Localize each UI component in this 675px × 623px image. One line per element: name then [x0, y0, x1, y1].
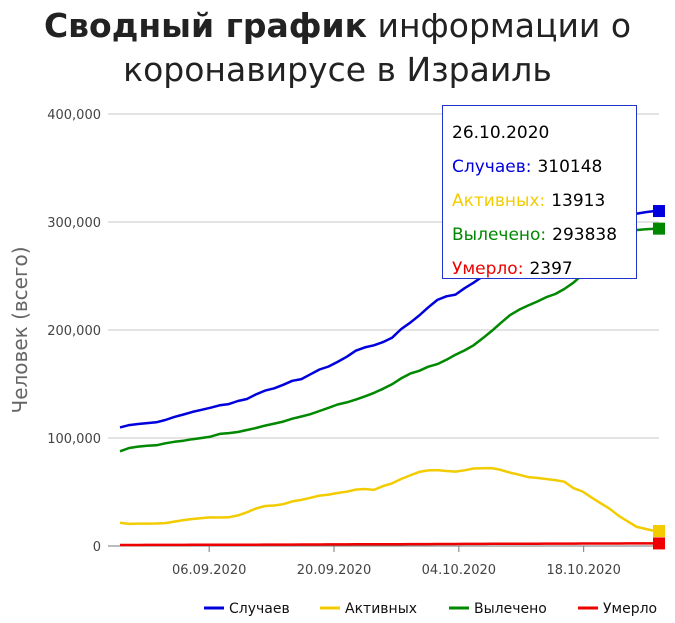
y-axis-ticks: 0 100,000 200,000 300,000 400,000 [47, 108, 101, 555]
y-tick-label: 0 [93, 540, 101, 555]
legend-label: Активных [345, 601, 417, 617]
x-axis-ticks: 06.09.2020 20.09.2020 04.10.2020 18.10.2020 [172, 546, 621, 578]
x-tick-label: 06.09.2020 [172, 563, 246, 578]
series-line-3[interactable] [120, 542, 655, 547]
tooltip-value: 13913 [551, 191, 606, 211]
series-end-marker[interactable] [653, 205, 665, 218]
y-tick-label: 100,000 [47, 432, 101, 447]
tooltip-value: 2397 [529, 259, 573, 279]
legend-label: Случаев [229, 601, 290, 617]
chart-title-rest: информации о коронавирусе в Израиль [123, 6, 632, 89]
tooltip: 26.10.2020 Случаев: 310148 Активных: 13913… [442, 105, 637, 279]
legend-item[interactable]: Умерло [578, 601, 657, 617]
legend-item[interactable]: Активных [320, 601, 417, 617]
y-axis-label: Человек (всего) [8, 246, 32, 413]
tooltip-row-recovered: Вылечено: 293838 [452, 218, 636, 252]
y-tick-label: 200,000 [47, 324, 101, 339]
series-end-marker[interactable] [653, 537, 665, 550]
series-line-2[interactable] [119, 227, 656, 453]
tooltip-value: 293838 [552, 225, 618, 245]
legend-label: Умерло [603, 601, 657, 617]
legend-item[interactable]: Случаев [204, 601, 290, 617]
tooltip-row-cases: Случаев: 310148 [452, 150, 636, 184]
y-tick-label: 300,000 [47, 216, 101, 231]
legend-label: Вылечено [474, 601, 547, 617]
tooltip-label: Активных: [452, 191, 546, 211]
legend[interactable]: Случаев Активных Вылечено Умерло [204, 601, 657, 617]
tooltip-row-active: Активных: 13913 [452, 184, 636, 218]
chart-title-bold: Сводный график [43, 6, 368, 45]
tooltip-label: Случаев: [452, 157, 532, 177]
series-end-marker[interactable] [653, 222, 665, 235]
chart-title: Сводный график информации о коронавирусе… [0, 4, 675, 92]
tooltip-label: Умерло: [452, 259, 524, 279]
x-tick-label: 18.10.2020 [546, 563, 620, 578]
y-tick-label: 400,000 [47, 108, 101, 123]
legend-item[interactable]: Вылечено [449, 601, 547, 617]
tooltip-date: 26.10.2020 [452, 123, 550, 143]
series-end-marker[interactable] [653, 524, 665, 537]
series-line-1[interactable] [119, 466, 656, 533]
x-tick-label: 04.10.2020 [422, 563, 496, 578]
tooltip-label: Вылечено: [452, 225, 547, 245]
tooltip-value: 310148 [537, 157, 603, 177]
x-tick-label: 20.09.2020 [297, 563, 371, 578]
tooltip-row-deaths: Умерло: 2397 [452, 252, 636, 286]
end-markers [653, 205, 665, 550]
